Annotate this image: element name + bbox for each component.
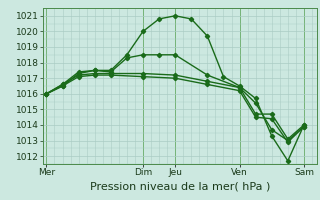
X-axis label: Pression niveau de la mer( hPa ): Pression niveau de la mer( hPa ) bbox=[90, 181, 270, 191]
